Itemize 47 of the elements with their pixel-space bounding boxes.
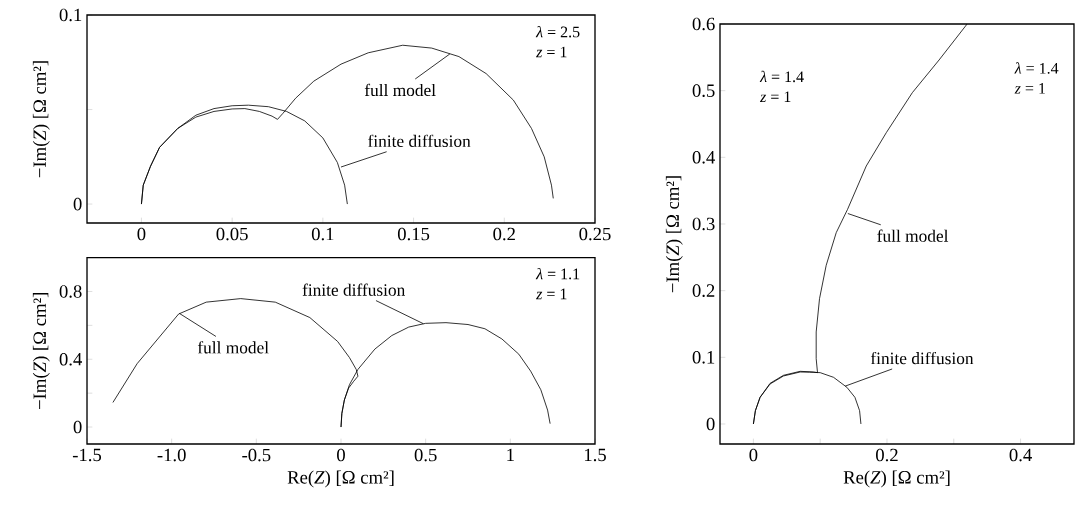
x-tick-label: 0.15 [397,227,430,241]
annotation: λ = 1.4 [759,70,804,83]
x-tick-label: 0.05 [216,227,248,241]
y-tick-label: 0 [706,417,715,431]
annotation: full model [877,229,949,242]
y-tick-label: 0.1 [59,8,82,22]
annotation: z = 1 [1014,83,1045,94]
x-tick-label: 1.5 [584,448,606,462]
annotation: finite diffusion [302,283,406,296]
x-axis-title: Re(Z) [Ω cm²] [843,470,950,488]
y-tick-label: 0.4 [59,352,83,366]
annotation: λ = 1.4 [1014,62,1059,74]
annotation: finite diffusion [368,134,471,148]
y-axis-title: −Im(Z) [Ω cm²] [32,293,50,409]
annotation: z = 1 [535,288,567,300]
y-axis-title: −Im(Z) [Ω cm²] [665,176,683,293]
y-tick-label: 0.1 [692,350,715,364]
y-tick-label: 0.2 [692,284,715,297]
x-tick-label: 0.25 [579,227,611,241]
y-axis-title: −Im(Z) [Ω cm²] [32,61,50,178]
x-tick-label: 0.4 [1009,448,1032,462]
x-tick-label: -1.5 [72,448,102,462]
x-tick-label: -0.5 [242,448,271,462]
annotation: z = 1 [759,91,791,102]
x-axis-title: Re(Z) [Ω cm²] [287,470,394,488]
x-tick-label: 1 [507,448,514,462]
x-tick-label: 0 [137,227,146,241]
x-tick-label: 0.2 [493,227,515,241]
x-tick-label: -1.0 [157,448,186,462]
y-tick-label: 0 [73,197,82,211]
y-tick-label: 0.6 [692,17,715,31]
x-tick-label: 0.2 [876,448,898,462]
annotation: full model [197,341,269,354]
annotation: z = 1 [535,46,567,58]
x-tick-label: 0 [337,448,345,462]
y-tick-label: 0 [73,420,82,434]
annotation: λ = 1.1 [535,267,580,280]
y-tick-label: 0.5 [692,84,715,97]
y-tick-label: 0.4 [692,150,716,164]
x-tick-label: 0 [749,448,758,462]
annotation: finite diffusion [870,351,974,365]
y-tick-label: 0.3 [692,217,715,231]
x-tick-label: 0.5 [414,448,437,462]
annotation: λ = 2.5 [535,25,580,38]
x-tick-label: 0.1 [311,227,334,241]
y-tick-label: 0.8 [59,285,82,298]
annotation: full model [364,83,436,97]
